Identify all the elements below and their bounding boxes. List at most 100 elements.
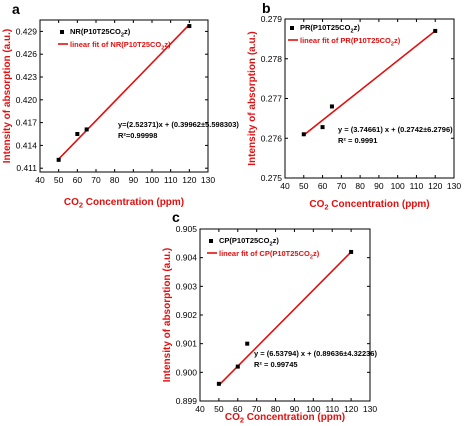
x-tick-label: 90 [129, 175, 139, 185]
y-tick-label: 0.420 [16, 95, 38, 105]
y-tick-label: 0.277 [261, 94, 283, 104]
x-axis-title-sub: 2 [324, 203, 328, 212]
legend-points-label-main: PR(P10T25CO [300, 23, 351, 32]
x-tick-label: 100 [145, 175, 159, 185]
linear-fit-line [58, 24, 190, 160]
chart-panel-a: a 40 50 60 70 80 90 100 110 120 130 0.411 0.414 0.417… [2, 1, 239, 210]
legend-fit-label-main: linear fit of NR(P10T25CO [70, 40, 161, 49]
y-tick-label: 0.275 [261, 173, 283, 183]
legend-fit-label-tail: z) [313, 249, 320, 258]
x-axis-title-sub: 2 [79, 201, 83, 210]
x-tick-label: 40 [195, 404, 205, 414]
x-axis-title: CO2 Concentration (ppm) [309, 199, 429, 212]
y-tick-label: 0.900 [176, 367, 198, 377]
x-tick-label: 50 [214, 404, 224, 414]
data-point [433, 28, 438, 33]
legend-points-label: NR(P10T25CO2z) [70, 27, 131, 39]
x-tick-label: 110 [410, 181, 424, 191]
fit-equation-line: y = (3.74661) x + (0.2742±6.2796) [338, 125, 453, 134]
data-point [320, 125, 325, 130]
x-tick-label: 80 [355, 181, 365, 191]
x-tick-label: 80 [271, 404, 281, 414]
data-point [84, 127, 89, 132]
x-tick-label: 110 [164, 175, 178, 185]
x-tick-label: 40 [35, 175, 45, 185]
legend-fit-label-main: linear fit of CP(P10T25CO [219, 249, 310, 258]
x-tick-label: 70 [252, 404, 262, 414]
plot-frame [39, 19, 209, 173]
x-tick-label: 80 [110, 175, 120, 185]
x-tick-label: 100 [306, 404, 320, 414]
data-point [187, 24, 192, 29]
y-tick-label: 0.279 [261, 14, 283, 24]
data-point [75, 132, 80, 136]
x-axis-title-main: CO [309, 199, 324, 210]
data-point [235, 364, 240, 369]
y-axis-title: Intensity of absorption (a.u.) [2, 29, 13, 163]
x-tick-label: 50 [54, 175, 64, 185]
x-axis-title-tail: Concentration (ppm) [83, 197, 184, 208]
y-tick-label: 0.904 [176, 253, 198, 263]
chart-panel-c: c 40 50 60 70 80 90 100 110 120 130 0.899 0.900 0.901… [162, 209, 377, 425]
legend-point-swatch [209, 239, 213, 243]
y-axis-title: Intensity of absorption (a.u.) [247, 31, 258, 165]
fit-equation-line: R² = 0.9991 [338, 136, 377, 145]
x-tick-label: 60 [233, 404, 243, 414]
data-point [216, 381, 221, 386]
y-tick-label: 0.429 [16, 26, 38, 36]
legend-points-label-sub: 2 [350, 29, 353, 35]
x-tick-label: 120 [182, 175, 196, 185]
y-axis-title: Intensity of absorption (a.u.) [162, 248, 173, 382]
legend-points-label: CP(P10T25CO2z) [219, 236, 279, 248]
panel-letter-c: c [172, 209, 180, 225]
x-tick-label: 40 [280, 181, 290, 191]
x-axis-title: CO2 Concentration (ppm) [64, 197, 184, 210]
panel-letter-a: a [12, 1, 20, 17]
legend-fit-label: linear fit of PR(P10T25CO2z) [300, 36, 401, 48]
chart-panel-b: b 40 50 60 70 80 90 100 110 120 130 0.275 0.276 0.277… [247, 0, 461, 212]
y-tick-label: 0.903 [176, 281, 198, 291]
x-tick-label: 130 [447, 181, 461, 191]
x-tick-label: 50 [299, 181, 309, 191]
x-tick-label: 60 [318, 181, 328, 191]
linear-fit-line [303, 30, 436, 136]
legend-points-label-sub: 2 [121, 33, 124, 39]
fit-equation-line: R² = 0.99745 [254, 360, 298, 369]
y-tick-label: 0.414 [16, 140, 38, 150]
fit-equation-line: y = (6.53794) x + (0.89636±4.32236) [254, 349, 377, 358]
y-tick-label: 0.901 [176, 339, 198, 349]
legend-points-label-tail: z) [354, 23, 361, 32]
x-tick-label: 70 [337, 181, 347, 191]
fit-equation-line: R²=0.99998 [118, 131, 157, 140]
legend-point-swatch [60, 30, 64, 34]
data-point [301, 132, 306, 137]
legend-fit-label: linear fit of NR(P10T25CO2z) [70, 40, 171, 52]
y-tick-label: 0.905 [176, 224, 198, 234]
x-tick-label: 60 [73, 175, 83, 185]
y-tick-label: 0.411 [16, 163, 37, 173]
x-axis-title-tail: Concentration (ppm) [329, 199, 430, 210]
legend-fit-label: linear fit of CP(P10T25CO2z) [219, 249, 320, 261]
x-tick-label: 90 [290, 404, 300, 414]
data-point [349, 249, 354, 254]
x-tick-label: 130 [363, 404, 377, 414]
legend-points-label-tail: z) [124, 27, 131, 36]
y-tick-label: 0.278 [261, 54, 283, 64]
y-tick-label: 0.899 [176, 396, 198, 406]
legend-fit-label-sub: 2 [391, 42, 394, 48]
legend-fit-label-tail: z) [164, 40, 171, 49]
legend-points-label: PR(P10T25CO2z) [300, 23, 360, 35]
x-tick-label: 90 [374, 181, 384, 191]
legend-fit-label-sub: 2 [310, 255, 313, 261]
legend-points-label-sub: 2 [269, 242, 272, 248]
x-axis-title: CO2 Concentration (ppm) [225, 412, 345, 425]
x-tick-label: 110 [325, 404, 339, 414]
x-tick-label: 120 [428, 181, 442, 191]
y-tick-label: 0.423 [16, 72, 38, 82]
legend-point-swatch [290, 26, 294, 30]
data-point [56, 157, 61, 162]
legend-fit-label-main: linear fit of PR(P10T25CO [300, 36, 391, 45]
panel-letter-b: b [262, 0, 271, 16]
x-tick-label: 130 [201, 175, 215, 185]
